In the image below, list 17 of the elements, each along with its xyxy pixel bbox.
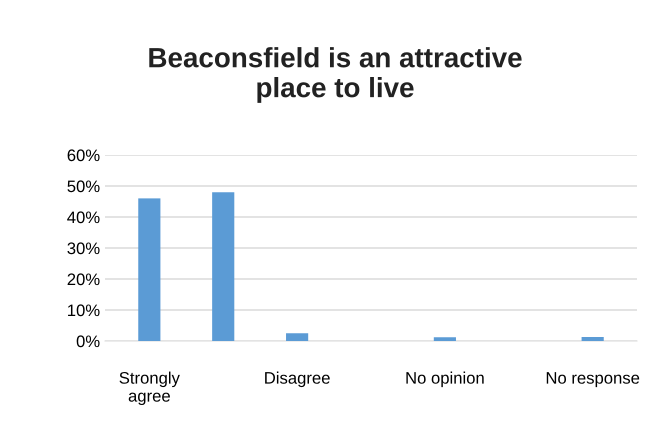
bar xyxy=(582,336,604,341)
x-tick-label: No response xyxy=(546,372,640,388)
x-tick-label: No opinion xyxy=(406,372,484,388)
y-tick-label: 30% xyxy=(67,242,100,254)
chart-title: Beaconsfield is an attractive place to live xyxy=(149,47,522,103)
bar xyxy=(138,198,160,341)
y-tick-label: 10% xyxy=(68,304,100,316)
y-tick-label: 20% xyxy=(68,273,100,286)
bar xyxy=(286,333,308,341)
bar xyxy=(212,192,234,341)
y-tick-label: 40% xyxy=(67,211,100,224)
x-tick-label: Strongly agree xyxy=(120,372,180,406)
bar xyxy=(434,337,456,341)
y-tick-label: 60% xyxy=(68,149,100,162)
x-tick-label: Disagree xyxy=(265,372,330,388)
y-tick-label: 0% xyxy=(76,335,100,348)
y-tick-label: 50% xyxy=(67,180,100,192)
